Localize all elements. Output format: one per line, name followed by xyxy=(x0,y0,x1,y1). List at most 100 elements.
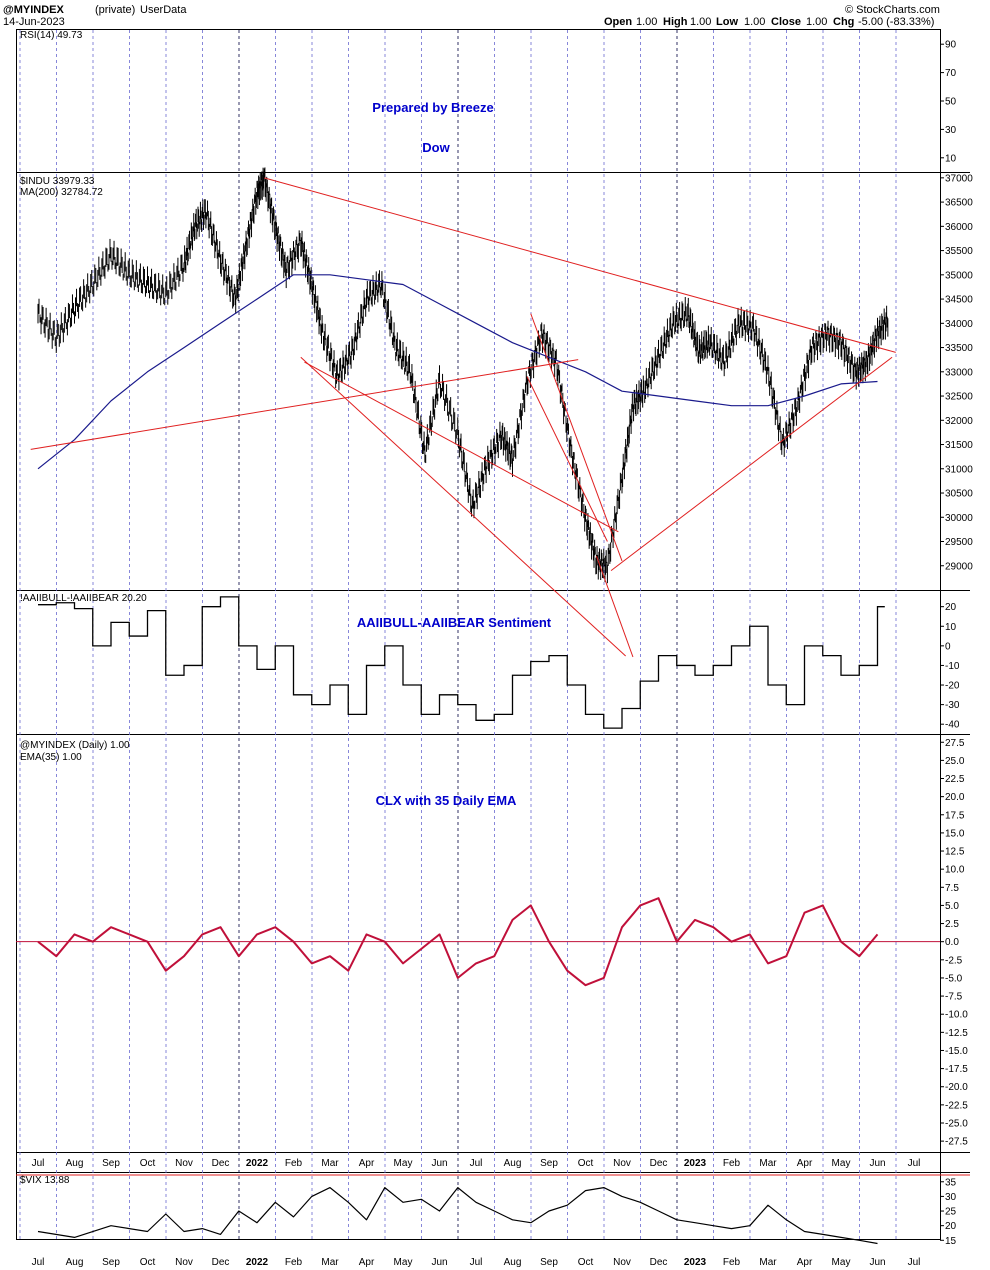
y-tick-label: 32500 xyxy=(945,392,973,403)
x-tick-label: Apr xyxy=(359,1257,375,1268)
x-tick-label: Mar xyxy=(321,1158,339,1169)
high-label: High xyxy=(663,16,688,28)
x-tick-label: Aug xyxy=(504,1257,522,1268)
y-tick-label: 29500 xyxy=(945,537,973,548)
chart-header: @MYINDEX (private) UserData 14-Jun-2023 … xyxy=(3,4,940,28)
month-gridlines xyxy=(19,30,897,1240)
symbol-label: @MYINDEX xyxy=(3,4,65,16)
y-tick-label: 0 xyxy=(945,641,951,652)
ema-line xyxy=(37,897,879,987)
x-tick-label: Sep xyxy=(540,1158,558,1169)
low-label: Low xyxy=(716,16,738,28)
trendline xyxy=(610,356,893,572)
y-tick-label: 0.0 xyxy=(945,937,959,948)
y-tick-label: -40 xyxy=(945,720,960,731)
x-tick-label: Oct xyxy=(140,1257,156,1268)
x-axis-labels: Jul Aug Sep Oct Nov Dec 2022 Feb Mar Apr May Jun Jul… xyxy=(32,1158,921,1268)
y-tick-label: 29000 xyxy=(945,561,973,572)
y-tick-label: 30000 xyxy=(945,513,973,524)
trendline xyxy=(300,356,626,657)
y-tick-label: 17.5 xyxy=(945,810,965,821)
x-tick-label: Nov xyxy=(175,1257,193,1268)
vix-legend: $VIX 13.88 xyxy=(20,1175,70,1186)
trendline xyxy=(595,555,634,658)
x-tick-label: May xyxy=(832,1158,851,1169)
y-tick-label: 36000 xyxy=(945,222,973,233)
clx-title: CLX with 35 Daily EMA xyxy=(376,793,517,808)
x-tick-label: Feb xyxy=(723,1158,741,1169)
y-tick-label: 20.0 xyxy=(945,792,965,803)
qualifier-label: (private) xyxy=(95,4,135,16)
x-tick-label: May xyxy=(394,1158,413,1169)
x-tick-label: Jul xyxy=(32,1257,45,1268)
x-tick-label: Apr xyxy=(359,1158,375,1169)
x-tick-label: Dec xyxy=(650,1257,668,1268)
y-tick-label: -20 xyxy=(945,681,960,692)
y-tick-label: 25 xyxy=(945,1207,957,1218)
x-tick-label: Jun xyxy=(869,1257,885,1268)
source-label: UserData xyxy=(140,4,187,16)
x-tick-label: Feb xyxy=(285,1158,303,1169)
x-tick-label: Nov xyxy=(613,1257,631,1268)
x-tick-label: Jun xyxy=(431,1158,447,1169)
y-tick-label: 25.0 xyxy=(945,756,965,767)
x-tick-label: May xyxy=(394,1257,413,1268)
y-tick-label: -22.5 xyxy=(945,1100,968,1111)
x-tick-label: Oct xyxy=(140,1158,156,1169)
sentiment-legend: !AAIIBULL-!AAIIBEAR 20.20 xyxy=(20,593,147,604)
x-tick-label: Aug xyxy=(66,1158,84,1169)
prepared-by-annotation: Prepared by Breeze xyxy=(372,100,493,115)
x-tick-label: Jul xyxy=(470,1257,483,1268)
y-tick-label: 37000 xyxy=(945,173,973,184)
y-tick-label: 30 xyxy=(945,125,957,136)
y-tick-label: 90 xyxy=(945,40,957,51)
x-tick-label: Jul xyxy=(32,1158,45,1169)
ma200-line xyxy=(37,274,878,470)
y-tick-label: -10.0 xyxy=(945,1010,968,1021)
clx-legend: @MYINDEX (Daily) 1.00 xyxy=(20,740,130,751)
y-tick-label: -15.0 xyxy=(945,1046,968,1057)
y-axis-labels: 90 70 50 30 10 37000 36500 36000 35500 35000 34500… xyxy=(940,40,973,1247)
price-legend: $INDU 33979.33 xyxy=(20,176,95,187)
y-tick-label: -17.5 xyxy=(945,1064,968,1075)
x-tick-label: 2022 xyxy=(246,1257,269,1268)
y-tick-label: 30 xyxy=(945,1192,957,1203)
x-tick-label: Mar xyxy=(759,1257,777,1268)
y-tick-label: 7.5 xyxy=(945,883,959,894)
y-tick-label: 34000 xyxy=(945,319,973,330)
chart-frame xyxy=(16,29,941,1240)
x-tick-label: Jul xyxy=(470,1158,483,1169)
x-tick-label: Jul xyxy=(908,1257,921,1268)
sentiment-line xyxy=(38,596,885,729)
y-tick-label: 33000 xyxy=(945,367,973,378)
y-tick-label: 20 xyxy=(945,1221,957,1232)
x-tick-label: Jun xyxy=(431,1257,447,1268)
x-tick-label: Feb xyxy=(723,1257,741,1268)
date-label: 14-Jun-2023 xyxy=(3,16,65,28)
x-tick-label: Sep xyxy=(102,1158,120,1169)
y-tick-label: 15 xyxy=(945,1236,957,1247)
x-tick-label: Sep xyxy=(102,1257,120,1268)
x-tick-label: Dec xyxy=(212,1257,230,1268)
y-tick-label: 27.5 xyxy=(945,738,965,749)
y-tick-label: -25.0 xyxy=(945,1118,968,1129)
x-tick-label: Mar xyxy=(321,1257,339,1268)
y-tick-label: 35000 xyxy=(945,270,973,281)
trendline xyxy=(304,361,619,533)
close-value: 1.00 xyxy=(806,16,827,28)
y-tick-label: 31000 xyxy=(945,464,973,475)
x-tick-label: May xyxy=(832,1257,851,1268)
y-tick-label: 20 xyxy=(945,602,957,613)
y-tick-label: 10 xyxy=(945,153,957,164)
y-tick-label: -30 xyxy=(945,700,960,711)
trendline xyxy=(30,359,579,450)
chg-value: -5.00 (-83.33%) xyxy=(858,16,934,28)
close-label: Close xyxy=(771,16,801,28)
x-tick-label: 2023 xyxy=(684,1158,707,1169)
y-tick-label: 34500 xyxy=(945,295,973,306)
rsi-legend: RSI(14) 49.73 xyxy=(20,30,83,41)
y-tick-label: 70 xyxy=(945,68,957,79)
x-tick-label: Oct xyxy=(578,1158,594,1169)
ma-legend: MA(200) 32784.72 xyxy=(20,187,103,198)
open-label: Open xyxy=(604,16,632,28)
